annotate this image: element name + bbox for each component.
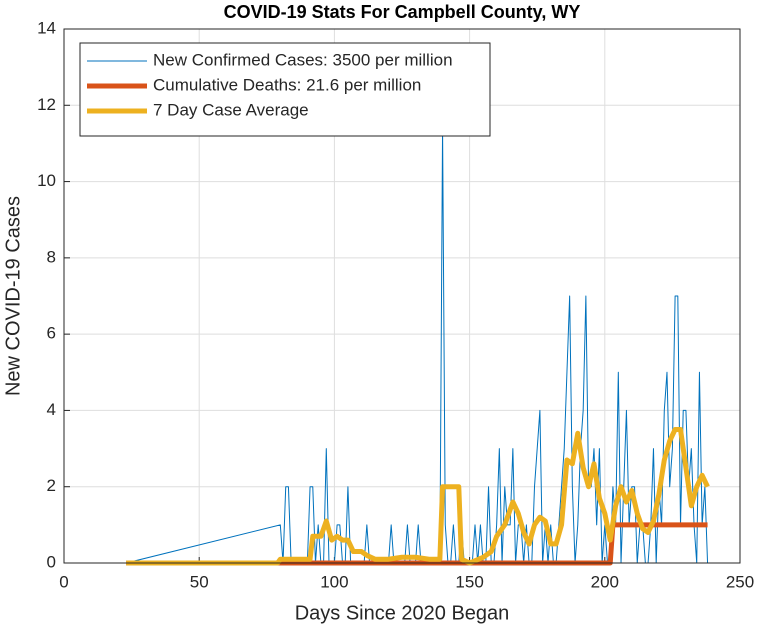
y-tick-label: 10 [37,171,56,190]
y-axis-label: New COVID-19 Cases [2,196,24,396]
plot-lines [126,127,710,566]
x-tick-label: 200 [591,572,619,591]
x-tick-label: 150 [455,572,483,591]
x-tick-label: 50 [190,572,209,591]
axes-box [63,28,741,564]
x-tick-label: 250 [726,572,754,591]
legend: New Confirmed Cases: 3500 per million Cum… [79,42,491,137]
y-tick-label: 2 [47,476,56,495]
chart-title: COVID-19 Stats For Campbell County, WY [224,2,581,22]
x-tick-label: 0 [59,572,68,591]
y-tick-label: 4 [47,400,56,419]
y-tick-label: 12 [37,95,56,114]
y-tick-label: 8 [47,247,56,266]
legend-box [79,42,491,137]
series-line [126,427,710,566]
legend-label: 7 Day Case Average [153,100,309,119]
legend-label: New Confirmed Cases: 3500 per million [153,50,453,69]
x-tick-label: 100 [320,572,348,591]
legend-label: Cumulative Deaths: 21.6 per million [153,75,421,94]
y-tick-label: 14 [37,18,56,37]
y-tick-label: 0 [47,552,56,571]
x-axis-label: Days Since 2020 Began [295,602,510,624]
y-tick-label: 6 [47,324,56,343]
